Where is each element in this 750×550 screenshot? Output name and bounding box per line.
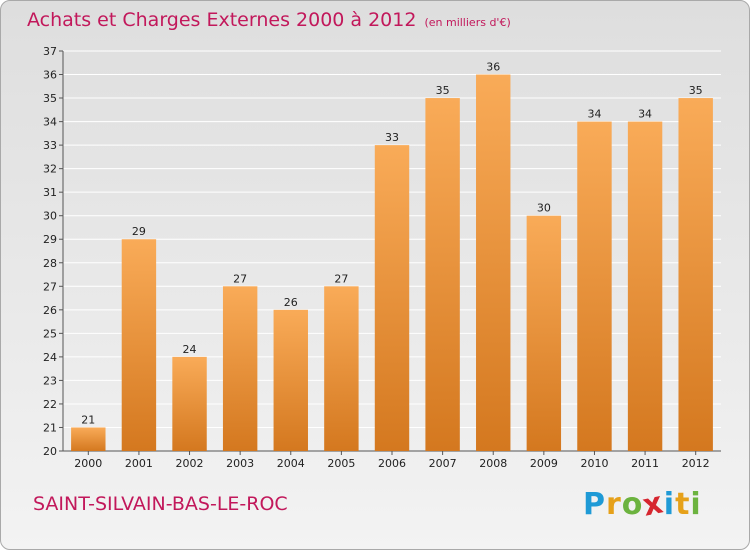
x-tick-label-2012: 2012 bbox=[682, 457, 710, 470]
bar-2012 bbox=[678, 98, 713, 451]
y-tick-label: 34 bbox=[43, 116, 57, 129]
proxiti-logo[interactable]: Proxiti bbox=[583, 485, 702, 523]
bar-2007 bbox=[425, 98, 460, 451]
chart-title-text: Achats et Charges Externes 2000 à 2012 bbox=[27, 9, 417, 31]
value-label-2003: 27 bbox=[233, 272, 247, 285]
value-label-2000: 21 bbox=[81, 413, 95, 426]
y-tick-label: 30 bbox=[43, 210, 57, 223]
x-tick-label-2007: 2007 bbox=[429, 457, 457, 470]
logo-letter: t bbox=[675, 487, 691, 522]
bar-2000 bbox=[71, 427, 106, 451]
bar-2005 bbox=[324, 286, 359, 451]
bar-2011 bbox=[627, 121, 663, 452]
y-tick-label: 28 bbox=[43, 257, 57, 270]
logo-letter: r bbox=[606, 487, 622, 522]
y-tick-label: 35 bbox=[43, 92, 57, 105]
y-tick-label: 24 bbox=[43, 351, 57, 364]
y-tick-label: 37 bbox=[43, 45, 57, 58]
y-tick-label: 21 bbox=[43, 421, 57, 434]
y-tick-label: 36 bbox=[43, 69, 57, 82]
y-tick-label: 31 bbox=[43, 186, 57, 199]
y-tick-label: 26 bbox=[43, 304, 57, 317]
value-label-2008: 36 bbox=[486, 61, 500, 74]
logo-letter: P bbox=[583, 487, 606, 522]
x-tick-label-2003: 2003 bbox=[226, 457, 254, 470]
y-tick-label: 20 bbox=[43, 445, 57, 458]
value-label-2006: 33 bbox=[385, 131, 399, 144]
value-label-2010: 34 bbox=[587, 108, 601, 121]
logo-letter: o bbox=[621, 487, 644, 522]
commune-name: SAINT-SILVAIN-BAS-LE-ROC bbox=[33, 493, 288, 515]
y-tick-label: 23 bbox=[43, 374, 57, 387]
bar-2004 bbox=[273, 309, 308, 451]
x-tick-label-2011: 2011 bbox=[631, 457, 659, 470]
x-tick-label-2001: 2001 bbox=[125, 457, 153, 470]
x-tick-label-2005: 2005 bbox=[327, 457, 355, 470]
bar-2006 bbox=[374, 145, 410, 451]
x-tick-label-2009: 2009 bbox=[530, 457, 558, 470]
value-label-2011: 34 bbox=[638, 108, 652, 121]
value-label-2007: 35 bbox=[436, 84, 450, 97]
logo-letter: i bbox=[663, 487, 676, 522]
y-tick-label: 29 bbox=[43, 233, 57, 246]
logo-letter: i bbox=[690, 487, 702, 522]
value-label-2005: 27 bbox=[334, 272, 348, 285]
bar-2002 bbox=[172, 356, 207, 451]
x-tick-label-2000: 2000 bbox=[74, 457, 102, 470]
bar-2001 bbox=[121, 239, 157, 451]
x-tick-label-2010: 2010 bbox=[580, 457, 608, 470]
bar-2009 bbox=[526, 215, 562, 451]
value-label-2004: 26 bbox=[284, 296, 298, 309]
x-axis-labels: 2000 2001 2002 2003 2004 2005 2006 2007 2008 2009… bbox=[74, 451, 710, 470]
x-tick-label-2004: 2004 bbox=[277, 457, 305, 470]
x-tick-label-2008: 2008 bbox=[479, 457, 507, 470]
y-tick-label: 27 bbox=[43, 280, 57, 293]
chart-title: Achats et Charges Externes 2000 à 2012 (e… bbox=[27, 9, 511, 31]
value-label-2002: 24 bbox=[183, 343, 197, 356]
x-tick-label-2006: 2006 bbox=[378, 457, 406, 470]
y-tick-label: 25 bbox=[43, 327, 57, 340]
bar-2003 bbox=[222, 286, 258, 451]
y-tick-label: 33 bbox=[43, 139, 57, 152]
bar-2008 bbox=[476, 74, 511, 451]
bars: 21 29 24 27 26 27 33 35 36 30 34 34 35 bbox=[71, 61, 713, 452]
value-label-2009: 30 bbox=[537, 202, 551, 215]
chart-unit: (en milliers d'€) bbox=[424, 16, 511, 29]
value-label-2001: 29 bbox=[132, 225, 146, 238]
value-label-2012: 35 bbox=[689, 84, 703, 97]
y-tick-label: 22 bbox=[43, 398, 57, 411]
y-tick-label: 32 bbox=[43, 163, 57, 176]
x-tick-label-2002: 2002 bbox=[176, 457, 204, 470]
bar-2010 bbox=[577, 121, 612, 452]
